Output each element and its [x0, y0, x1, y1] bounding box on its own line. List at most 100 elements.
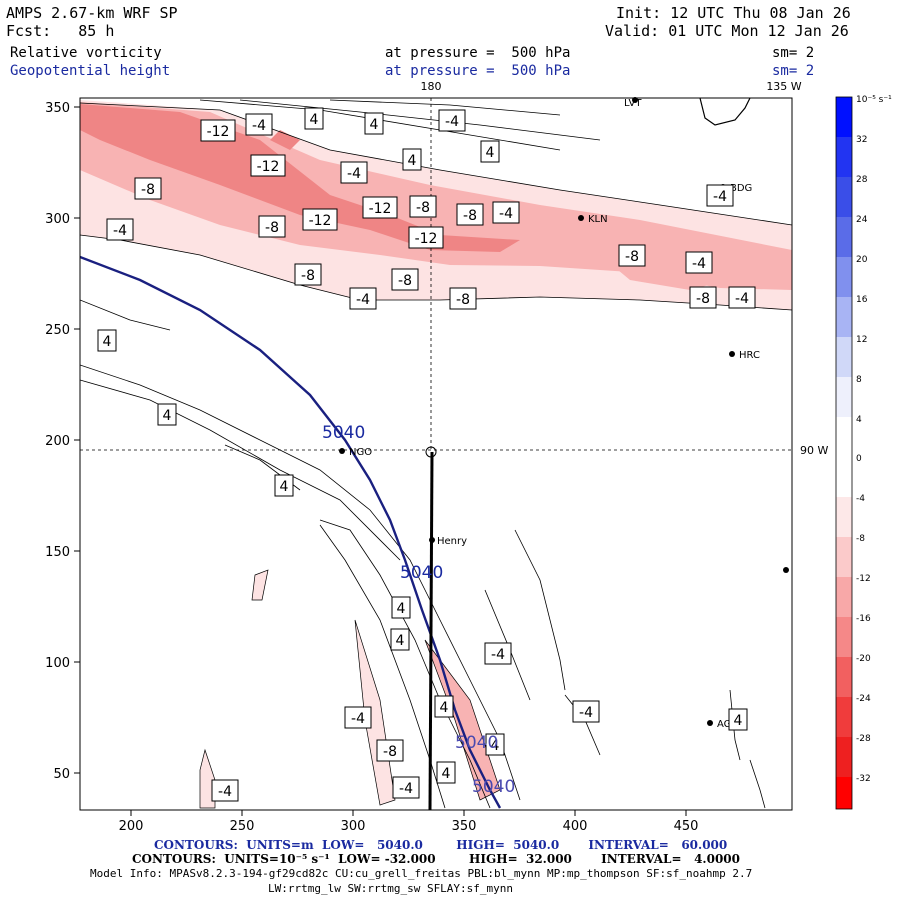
- svg-text:-8: -8: [383, 744, 397, 760]
- svg-text:-4: -4: [113, 223, 127, 239]
- station-label: BDG: [730, 183, 752, 194]
- svg-text:12: 12: [856, 335, 867, 345]
- colorbar-unit: 10⁻⁵ s⁻¹: [856, 95, 892, 105]
- svg-text:-16: -16: [856, 614, 871, 624]
- svg-text:8: 8: [856, 375, 862, 385]
- svg-text:300: 300: [341, 819, 366, 834]
- station-label: AGZ: [717, 719, 738, 730]
- svg-text:-4: -4: [218, 784, 232, 800]
- field-level-vorticity: at pressure = 500 hPa: [385, 45, 571, 61]
- forecast-hour: Fcst: 85 h: [6, 22, 115, 40]
- init-time: Init: 12 UTC Thu 08 Jan 26: [616, 4, 851, 22]
- svg-text:-28: -28: [856, 734, 871, 744]
- svg-text:4: 4: [440, 700, 449, 716]
- svg-text:-8: -8: [856, 534, 865, 544]
- svg-text:-24: -24: [856, 694, 871, 704]
- svg-text:-8: -8: [398, 273, 412, 289]
- svg-text:5040: 5040: [455, 733, 498, 753]
- lon-label-135w: 135 W: [766, 80, 801, 93]
- svg-text:350: 350: [45, 101, 70, 116]
- field-smooth-height: sm= 2: [772, 63, 815, 79]
- svg-text:32: 32: [856, 135, 867, 145]
- svg-text:4: 4: [370, 117, 379, 133]
- svg-text:-12: -12: [856, 574, 871, 584]
- svg-text:200: 200: [45, 434, 70, 449]
- plot-frame: [79, 97, 793, 811]
- svg-text:100: 100: [45, 656, 70, 671]
- svg-text:-8: -8: [416, 200, 430, 216]
- svg-text:-12: -12: [415, 231, 438, 247]
- svg-text:0: 0: [856, 454, 862, 464]
- svg-text:300: 300: [45, 212, 70, 227]
- svg-text:400: 400: [563, 819, 588, 834]
- station-label: LVT: [624, 98, 642, 109]
- svg-text:-4: -4: [399, 781, 413, 797]
- svg-text:-4: -4: [735, 291, 749, 307]
- svg-text:-4: -4: [692, 256, 706, 272]
- svg-text:5040: 5040: [400, 563, 443, 583]
- svg-text:-32: -32: [856, 774, 871, 784]
- svg-text:-4: -4: [713, 189, 727, 205]
- field-smooth-vorticity: sm= 2: [772, 45, 815, 61]
- svg-text:-8: -8: [625, 249, 639, 265]
- svg-text:-20: -20: [856, 654, 871, 664]
- svg-text:4: 4: [396, 633, 405, 649]
- svg-text:24: 24: [856, 215, 868, 225]
- svg-text:4: 4: [442, 766, 451, 782]
- colorbar: 10⁻⁵ s⁻¹ 32 28 24 20 16 12 8 4 0 -4 -8 -…: [835, 95, 892, 810]
- svg-text:-4: -4: [445, 114, 459, 130]
- svg-text:-4: -4: [347, 166, 361, 182]
- svg-text:4: 4: [408, 153, 417, 169]
- svg-text:-8: -8: [463, 208, 477, 224]
- lon-label-180: 180: [421, 80, 442, 93]
- svg-text:200: 200: [119, 819, 144, 834]
- svg-text:-8: -8: [456, 292, 470, 308]
- vorticity-cell: [270, 130, 300, 150]
- svg-text:-12: -12: [369, 201, 392, 217]
- svg-text:-12: -12: [207, 124, 230, 140]
- coastline: [699, 98, 751, 126]
- station-label: HRC: [739, 350, 760, 361]
- svg-text:-4: -4: [491, 647, 505, 663]
- field-name-height: Geopotential height: [10, 63, 171, 79]
- svg-text:50: 50: [53, 767, 70, 782]
- svg-text:350: 350: [452, 819, 477, 834]
- svg-text:450: 450: [674, 819, 699, 834]
- svg-text:4: 4: [856, 415, 862, 425]
- svg-text:16: 16: [856, 295, 868, 305]
- cross-section-line: [428, 451, 434, 810]
- footer-vorticity-contours: CONTOURS: UNITS=10⁻⁵ s⁻¹ LOW= -32.000 HI…: [132, 852, 740, 866]
- svg-text:-8: -8: [141, 182, 155, 198]
- svg-text:4: 4: [310, 112, 319, 128]
- vorticity-band-strong: [80, 104, 520, 252]
- svg-text:-12: -12: [309, 213, 332, 229]
- svg-text:4: 4: [163, 408, 172, 424]
- vorticity-streak: [199, 748, 216, 809]
- height-contour-5040: [80, 255, 502, 809]
- x-axis: 200 250 300 350 400 450: [119, 810, 699, 834]
- cross-section-origin: [425, 446, 437, 458]
- y-axis: 350 300 250 200 150 100 50: [45, 101, 80, 782]
- height-labels: 5040 5040 5040 5040: [322, 423, 515, 797]
- svg-text:28: 28: [856, 175, 868, 185]
- svg-text:-8: -8: [265, 220, 279, 236]
- vorticity-labels: -12 -4 4 4 -4 4 -12 4 -8 -4 -12 -12 -8 -…: [97, 107, 756, 802]
- svg-text:250: 250: [45, 323, 70, 338]
- svg-text:250: 250: [230, 819, 255, 834]
- footer-radiation-info: LW:rrtmg_lw SW:rrtmg_sw SFLAY:sf_mynn: [268, 882, 514, 895]
- svg-text:5040: 5040: [472, 777, 515, 797]
- valid-time: Valid: 01 UTC Mon 12 Jan 26: [605, 22, 849, 40]
- svg-text:-4: -4: [356, 292, 370, 308]
- station-label: NGO: [349, 447, 372, 458]
- lat-label-90w: 90 W: [800, 444, 828, 457]
- svg-text:-12: -12: [257, 159, 280, 175]
- svg-text:4: 4: [486, 145, 495, 161]
- field-level-height: at pressure = 500 hPa: [385, 63, 571, 79]
- svg-text:4: 4: [491, 738, 500, 754]
- svg-text:4: 4: [734, 713, 743, 729]
- svg-text:-8: -8: [301, 268, 315, 284]
- svg-text:150: 150: [45, 545, 70, 560]
- svg-text:20: 20: [856, 255, 868, 265]
- svg-text:4: 4: [397, 601, 406, 617]
